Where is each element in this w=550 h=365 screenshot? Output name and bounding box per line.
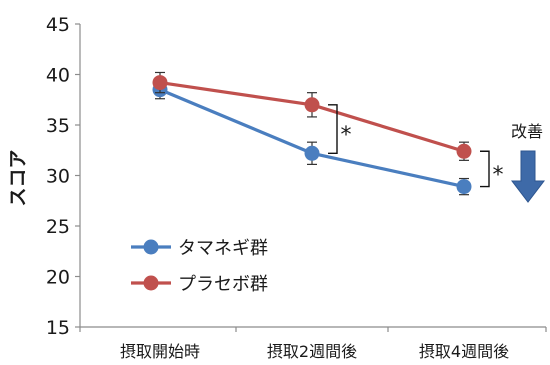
x-axis: 摂取開始時 摂取2週間後 摂取4週間後: [79, 326, 547, 361]
legend-label: プラセボ群: [178, 274, 268, 295]
y-tick-label: 45: [46, 14, 70, 36]
data-point: [304, 97, 320, 113]
data-point: [304, 145, 320, 161]
x-category-label: 摂取4週間後: [419, 342, 509, 361]
legend-marker: [143, 239, 159, 255]
y-tick-label: 35: [46, 115, 70, 137]
significance-bracket: [328, 104, 338, 154]
significance-bracket: [480, 150, 490, 188]
y-tick-label: 20: [46, 267, 70, 289]
series-2: [152, 71, 472, 161]
significance-star: *: [341, 123, 352, 148]
series-layer: [152, 71, 472, 196]
x-category-label: 摂取2週間後: [267, 342, 357, 361]
y-tick-label: 25: [46, 216, 70, 238]
data-point: [152, 75, 168, 91]
y-axis-title: スコア: [7, 149, 29, 206]
y-tick-label: 40: [46, 65, 70, 87]
y-axis: 15 20 25 30 35 40 45: [46, 14, 81, 339]
improvement-label: 改善: [511, 122, 543, 141]
down-arrow-icon: [510, 150, 546, 203]
data-point: [456, 179, 472, 195]
y-tick-label: 30: [46, 166, 70, 188]
y-tick-label: 15: [46, 317, 70, 339]
annotation-layer: * * 改善: [328, 104, 546, 203]
data-point: [456, 143, 472, 159]
legend-label: タマネギ群: [178, 238, 268, 259]
x-category-label: 摂取開始時: [120, 342, 200, 361]
legend-item-2: プラセボ群: [131, 274, 268, 295]
legend-marker: [143, 275, 159, 291]
significance-star: *: [493, 163, 504, 188]
legend-item-1: タマネギ群: [131, 238, 268, 259]
